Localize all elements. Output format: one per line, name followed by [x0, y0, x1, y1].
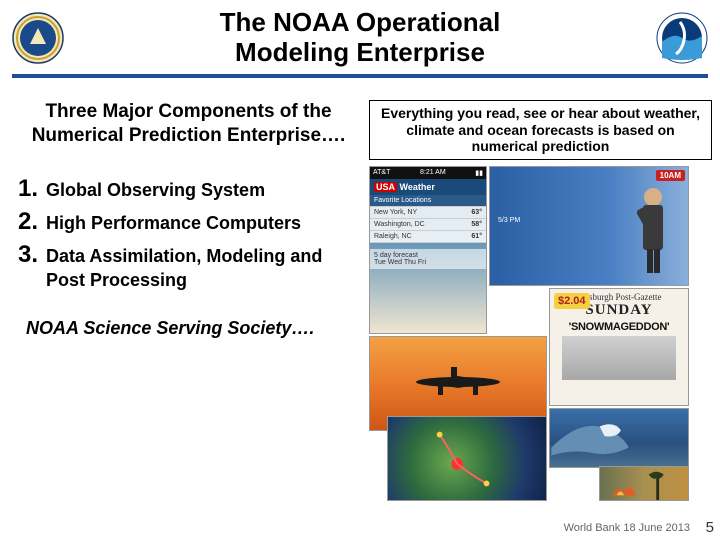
list-number: 2.	[18, 208, 46, 237]
slide-title-line1: The NOAA Operational	[72, 8, 648, 38]
list-text: Data Assimilation, Modeling and Post Pro…	[46, 241, 361, 293]
noaa-logo-icon	[656, 12, 708, 64]
hurricane-map-image	[387, 416, 547, 501]
callout-box: Everything you read, see or hear about w…	[369, 100, 712, 160]
slide-header: The NOAA Operational Modeling Enterprise	[0, 0, 720, 68]
page-number: 5	[706, 519, 714, 536]
components-list: 1. Global Observing System 2. High Perfo…	[16, 175, 361, 292]
list-number: 3.	[18, 241, 46, 270]
image-collage: AT&T8:21 AM▮▮ USA Weather Favorite Locat…	[369, 166, 712, 486]
right-column: Everything you read, see or hear about w…	[369, 100, 712, 486]
wildfire-image	[599, 466, 689, 501]
phone-weather-app-image: AT&T8:21 AM▮▮ USA Weather Favorite Locat…	[369, 166, 487, 334]
slide-title-line2: Modeling Enterprise	[72, 38, 648, 68]
commerce-seal-icon	[12, 12, 64, 64]
list-text: High Performance Computers	[46, 208, 301, 235]
list-text: Global Observing System	[46, 175, 265, 202]
newspaper-price: $2.04	[554, 293, 590, 309]
tv-weatherman-image: 10AM 5/3 PM	[489, 166, 689, 286]
ocean-wave-image	[549, 408, 689, 468]
title-block: The NOAA Operational Modeling Enterprise	[72, 8, 648, 68]
list-item: 3. Data Assimilation, Modeling and Post …	[18, 241, 361, 293]
list-number: 1.	[18, 175, 46, 204]
content-area: Three Major Components of the Numerical …	[0, 78, 720, 486]
tagline: NOAA Science Serving Society….	[16, 318, 361, 339]
footer-text: World Bank 18 June 2013	[564, 522, 690, 534]
newspaper-image: $2.04 Pittsburgh Post-Gazette SUNDAY 'SN…	[549, 288, 689, 406]
left-column: Three Major Components of the Numerical …	[16, 100, 361, 486]
list-item: 2. High Performance Computers	[18, 208, 361, 237]
components-subheading: Three Major Components of the Numerical …	[16, 100, 361, 148]
tv-time-badge: 10AM	[656, 170, 685, 181]
list-item: 1. Global Observing System	[18, 175, 361, 204]
newspaper-headline: 'SNOWMAGEDDON'	[550, 321, 688, 333]
